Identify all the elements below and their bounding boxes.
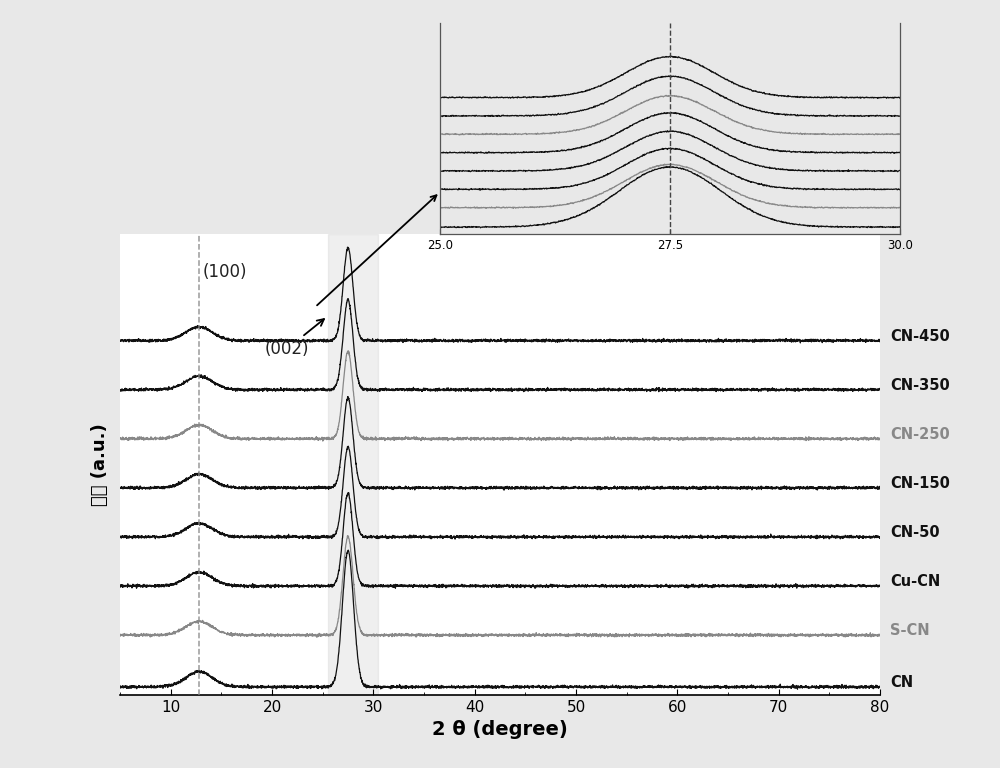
Bar [328, 234, 378, 695]
Text: Cu-CN: Cu-CN [890, 574, 940, 589]
Y-axis label: 强度 (a.u.): 强度 (a.u.) [91, 423, 109, 506]
Text: CN-350: CN-350 [890, 378, 950, 392]
Text: CN-150: CN-150 [890, 476, 950, 491]
Text: S-CN: S-CN [890, 623, 930, 638]
Text: (100): (100) [203, 263, 248, 281]
X-axis label: 2 θ (degree): 2 θ (degree) [432, 720, 568, 740]
Text: CN-450: CN-450 [890, 329, 950, 344]
Text: CN-250: CN-250 [890, 427, 950, 442]
Text: (002): (002) [265, 319, 324, 358]
Text: CN-50: CN-50 [890, 525, 940, 540]
Text: CN: CN [890, 675, 913, 690]
